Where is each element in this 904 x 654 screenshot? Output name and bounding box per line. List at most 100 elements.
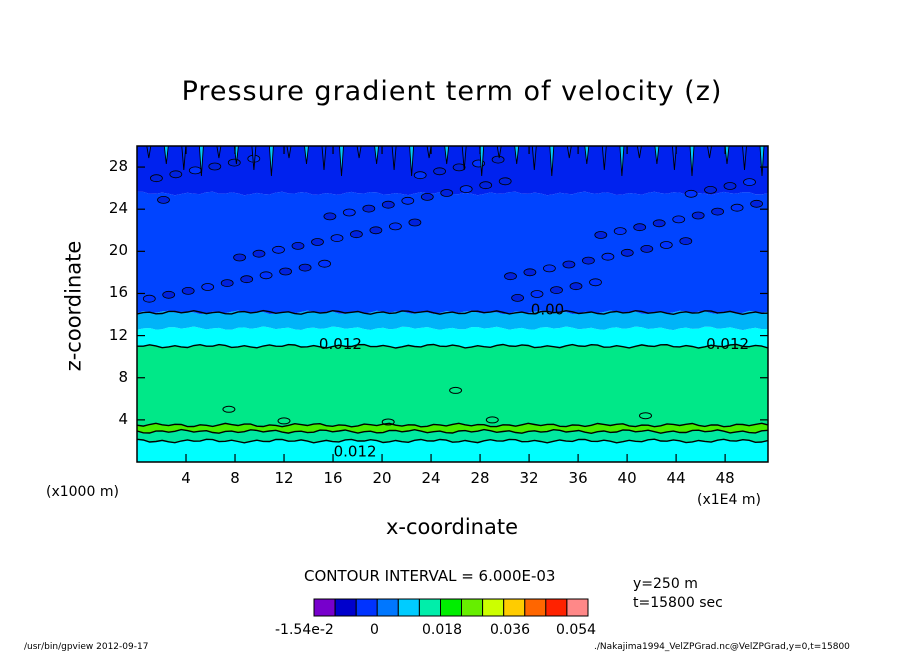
contour-patch [142,294,156,303]
contour-patch [240,275,254,284]
contour-patch [562,260,576,269]
contour-spike [321,145,327,171]
x-tick-label: 28 [470,469,490,487]
contour-patch [582,256,595,265]
contour-patch [181,286,195,295]
x-unit-right: (x1E4 m) [697,492,761,508]
x-tick-label: 40 [617,469,637,487]
contour-patch [594,231,608,239]
contour-patch [252,249,266,258]
contour-patch [569,282,583,291]
contour-patch [684,189,698,198]
colorbar-swatch [397,598,420,617]
contour-spike [601,145,607,171]
colorbar-swatch [482,598,505,617]
contour-patch [169,170,183,179]
x-tick-label: 44 [666,469,686,487]
contour-spike [689,145,695,177]
colorbar-swatch [503,598,526,617]
contour-patch [613,227,627,236]
contour-patch [550,286,563,295]
contour-patch [220,279,234,288]
contour-spike [391,145,397,171]
contour-spike [339,145,344,177]
contour-patch [162,290,176,299]
contour-patch [362,204,376,213]
contour-patch [188,166,202,175]
contour-band [137,310,768,331]
footer-left: /usr/bin/gpview 2012-09-17 [24,642,149,652]
contour-patch [672,215,686,224]
colorbar-swatch [334,598,357,617]
colorbar-label: 0.054 [556,622,597,638]
contour-band [137,326,768,348]
contour-spike [496,145,502,159]
contour-patch [330,234,344,243]
contour-interval-text: CONTOUR INTERVAL = 6.000E-03 [304,567,556,585]
contour-spike [356,145,362,159]
plot-frame [136,145,769,463]
x-axis-label: x-coordinate [385,515,518,539]
contour-spike [181,145,187,171]
contour-patch [750,199,763,208]
contour-patch [433,167,447,176]
contour-patch [440,189,454,197]
contour-patch [652,219,666,228]
contour-spike [514,145,520,165]
contour-spike [251,145,257,171]
contour-spike [584,145,590,165]
contour-line [137,343,769,349]
contour-patch [704,185,717,194]
colorbar-swatch [461,598,484,617]
colorbar-swatch [355,598,378,617]
contour-patch [157,195,170,204]
contour-patch [498,177,512,186]
contour-patch [401,196,415,205]
contour-spike [304,145,309,165]
contour-patch [208,162,222,171]
y-tick-label: 28 [108,157,128,176]
contour-spike [619,145,625,177]
contour-patch [730,203,744,212]
contour-spike [531,145,537,171]
contour-patch [511,293,524,302]
colorbar-swatch [524,598,547,617]
colorbar-swatch [313,598,336,617]
contour-patch [459,185,473,194]
colorbar-label: 0.018 [422,622,463,638]
contour-spike [461,145,467,171]
contour-spike [636,145,642,159]
contour-spike [268,145,274,177]
contour-spike [549,145,555,177]
x-tick-label: 12 [274,469,294,487]
y-tick-label: 20 [108,241,128,260]
contour-spike [742,145,747,171]
contour-spike [426,145,432,159]
contour-patch [601,252,615,261]
colorbar-swatch [545,598,568,617]
colorbar-label: 0 [370,622,379,638]
contour-patch [640,244,654,253]
contour-blob [277,417,291,425]
colorbar-swatch [418,598,441,617]
contour-patch [479,181,493,190]
contour-spike [444,145,450,165]
contour-band [137,344,768,427]
contour-spike [707,145,712,159]
contour-patch [711,207,724,216]
y-tick-label: 8 [118,367,128,386]
y-tick-label: 24 [108,199,128,218]
contour-band [137,146,768,196]
x-tick-label: 32 [519,469,539,487]
contour-spike [198,145,204,177]
colorbar-label: 0.036 [490,622,531,638]
contour-patch [201,283,215,291]
info-y: y=250 m [633,576,698,592]
contour-label: 0.00 [531,300,564,318]
contour-spike [374,145,380,165]
contour-patch [388,222,402,231]
contour-patch [291,241,305,250]
info-t: t=15800 sec [633,595,723,611]
